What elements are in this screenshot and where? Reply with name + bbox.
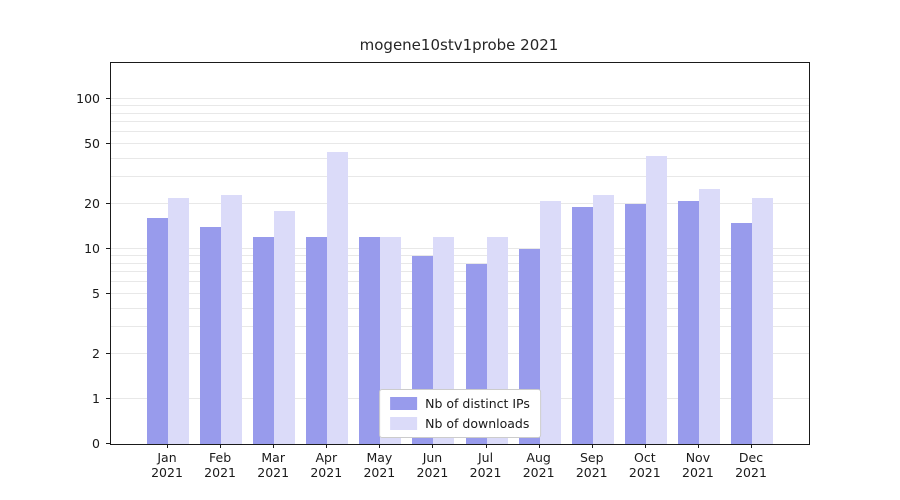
legend-swatch-distinct-ips <box>390 397 418 410</box>
x-tick-label-feb: Feb 2021 <box>204 450 236 480</box>
gridline-60 <box>111 131 809 133</box>
x-tick-label-apr: Apr 2021 <box>310 450 343 480</box>
y-tick-label-100: 100 <box>76 91 100 106</box>
y-tick-mark-100 <box>106 98 110 99</box>
y-tick-label-1: 1 <box>92 391 100 406</box>
y-tick-label-20: 20 <box>84 195 100 211</box>
legend: Nb of distinct IPs Nb of downloads <box>379 389 541 438</box>
gridline-50 <box>111 143 809 145</box>
x-tick-label-aug: Aug 2021 <box>522 450 555 480</box>
bar-distinct-ips-jan <box>147 218 168 444</box>
x-tick-label-nov: Nov 2021 <box>682 450 714 480</box>
x-tick-mark-mar <box>273 444 275 448</box>
bar-distinct-ips-dec <box>731 222 752 444</box>
x-tick-mark-jan <box>167 444 168 448</box>
x-tick-mark-jul <box>485 444 487 448</box>
bar-downloads-dec <box>752 197 773 444</box>
bar-distinct-ips-apr <box>306 237 328 444</box>
y-tick-mark-50 <box>106 143 110 145</box>
bar-downloads-oct <box>645 155 667 444</box>
bar-distinct-ips-oct <box>624 203 646 444</box>
bar-distinct-ips-may <box>359 237 381 444</box>
gridline-100 <box>111 98 809 99</box>
gridline-40 <box>111 157 809 159</box>
y-tick-label-50: 50 <box>84 136 100 152</box>
gridline-9 <box>111 254 809 256</box>
gridline-70 <box>111 121 809 123</box>
y-tick-mark-20 <box>106 202 110 204</box>
y-tick-label-5: 5 <box>92 286 100 302</box>
bar-downloads-apr <box>327 152 349 444</box>
x-tick-label-mar: Mar 2021 <box>257 450 290 480</box>
x-tick-mark-aug <box>538 444 540 448</box>
x-tick-label-jan: Jan 2021 <box>151 450 183 480</box>
bar-downloads-nov <box>698 189 720 444</box>
x-tick-mark-jun <box>432 444 434 448</box>
x-tick-mark-nov <box>697 444 699 448</box>
plot-area: Nb of distinct IPs Nb of downloads <box>110 62 810 445</box>
legend-swatch-downloads <box>390 417 418 430</box>
x-tick-label-sep: Sep 2021 <box>575 450 608 480</box>
gridline-8 <box>111 262 809 264</box>
x-tick-mark-apr <box>326 444 328 448</box>
x-tick-mark-sep <box>591 444 593 448</box>
y-tick-label-10: 10 <box>84 241 100 256</box>
gridline-5 <box>111 293 809 295</box>
x-tick-mark-dec <box>751 444 752 448</box>
x-tick-mark-oct <box>644 444 646 448</box>
y-tick-mark-2 <box>106 352 110 354</box>
x-tick-label-jul: Jul 2021 <box>469 450 502 480</box>
gridline-10 <box>111 248 809 249</box>
gridline-20 <box>111 202 809 204</box>
bar-distinct-ips-nov <box>677 200 699 444</box>
gridline-4 <box>111 307 809 309</box>
bar-downloads-mar <box>274 210 296 444</box>
y-tick-label-0: 0 <box>92 436 100 451</box>
bar-downloads-feb <box>221 194 243 444</box>
y-tick-label-2: 2 <box>92 345 100 361</box>
bar-distinct-ips-mar <box>253 237 275 444</box>
x-tick-label-jun: Jun 2021 <box>416 450 449 480</box>
legend-label-distinct-ips: Nb of distinct IPs <box>425 396 530 411</box>
x-tick-label-dec: Dec 2021 <box>735 450 767 480</box>
bar-downloads-jan <box>168 197 189 444</box>
y-tick-mark-10 <box>106 248 110 249</box>
bar-downloads-aug <box>539 200 561 444</box>
gridline-7 <box>111 271 809 273</box>
legend-item-downloads: Nb of downloads <box>390 416 530 431</box>
bar-distinct-ips-feb <box>200 227 222 444</box>
gridline-80 <box>111 112 809 114</box>
gridline-90 <box>111 104 809 106</box>
gridline-2 <box>111 352 809 354</box>
bar-downloads-sep <box>592 194 614 444</box>
y-tick-mark-5 <box>106 293 110 295</box>
y-tick-mark-0 <box>106 443 110 444</box>
y-tick-mark-1 <box>106 398 110 399</box>
gridline-3 <box>111 326 809 328</box>
x-tick-label-may: May 2021 <box>363 450 396 480</box>
x-tick-label-oct: Oct 2021 <box>628 450 661 480</box>
gridline-6 <box>111 281 809 283</box>
x-tick-mark-feb <box>220 444 222 448</box>
legend-item-distinct-ips: Nb of distinct IPs <box>390 396 530 411</box>
x-tick-mark-may <box>379 444 381 448</box>
legend-label-downloads: Nb of downloads <box>425 416 530 431</box>
gridline-30 <box>111 176 809 178</box>
chart-title: mogene10stv1probe 2021 <box>359 36 559 54</box>
bar-distinct-ips-sep <box>571 207 593 444</box>
